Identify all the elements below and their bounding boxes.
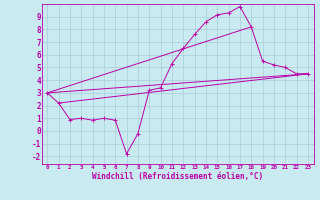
X-axis label: Windchill (Refroidissement éolien,°C): Windchill (Refroidissement éolien,°C)	[92, 172, 263, 181]
